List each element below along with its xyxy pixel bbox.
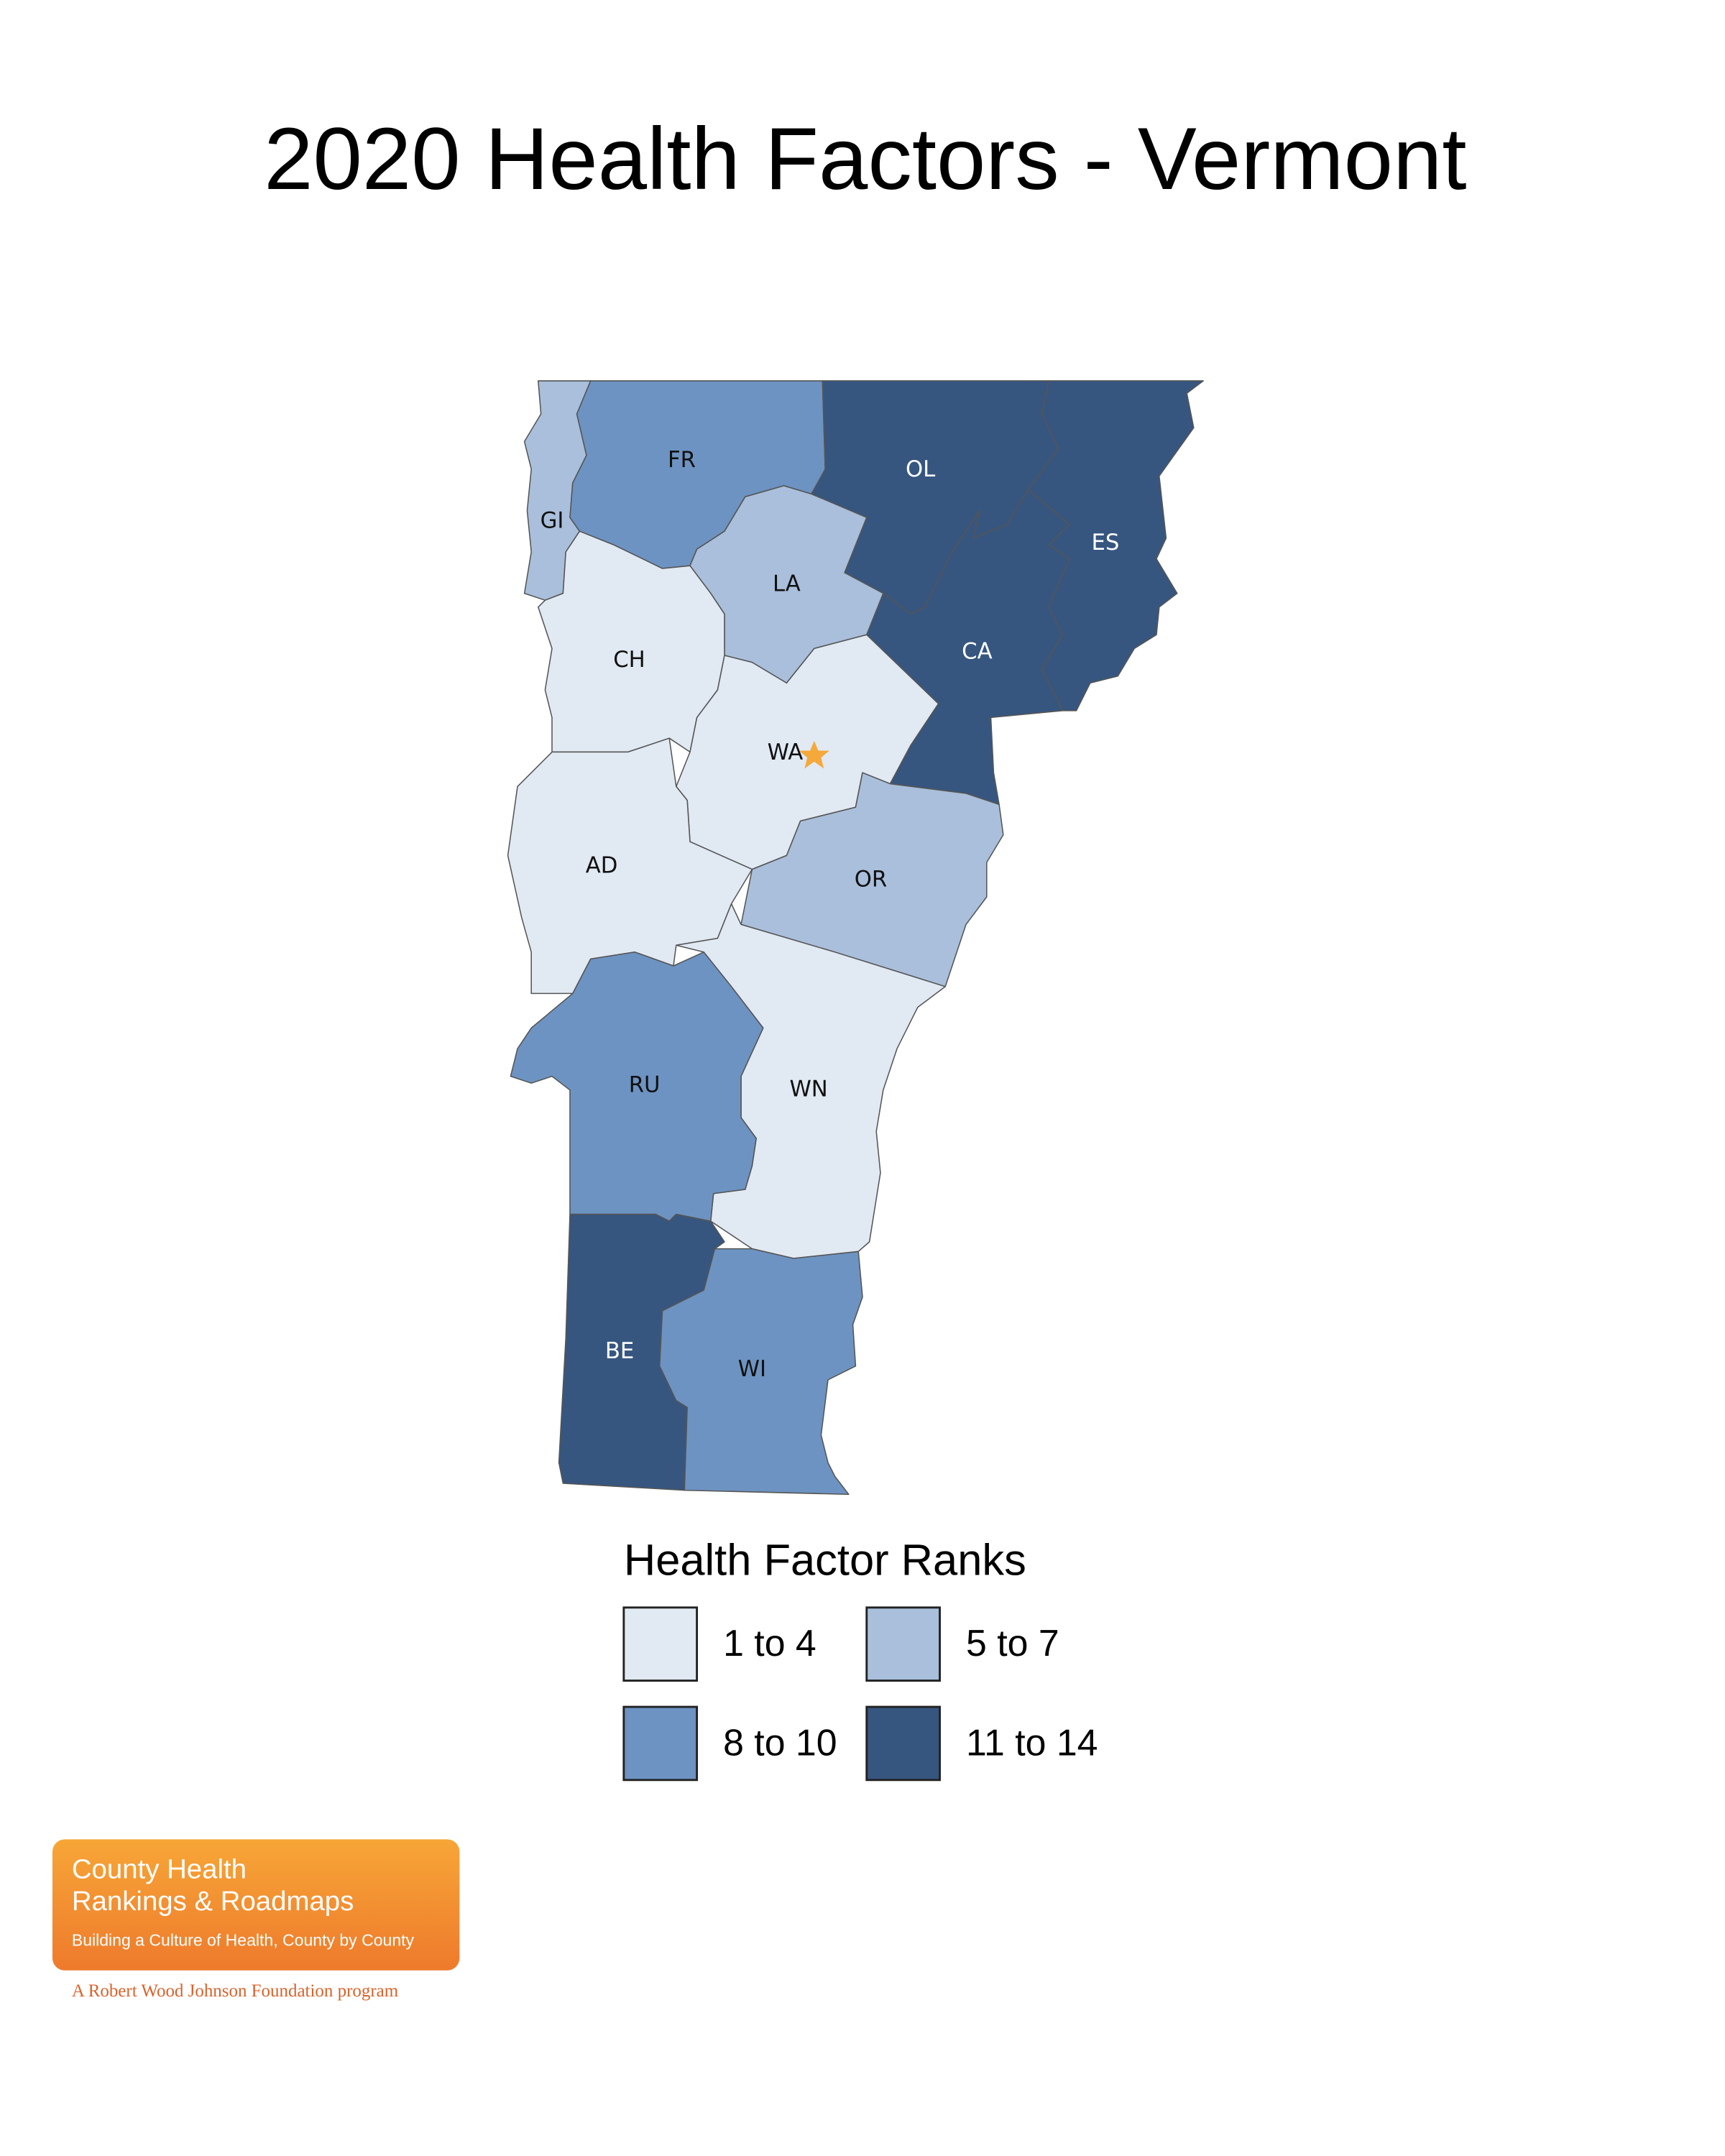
legend-swatch	[865, 1606, 941, 1682]
county-label: AD	[586, 852, 618, 878]
logo-line: County Health	[72, 1854, 247, 1885]
county-label: GI	[540, 507, 564, 533]
legend-title: Health Factor Ranks	[624, 1536, 1026, 1585]
county-label: CH	[613, 647, 645, 673]
county-label: RU	[629, 1072, 661, 1098]
county-label: CA	[962, 639, 992, 665]
county-label: WI	[738, 1356, 766, 1382]
logo-badge	[52, 1839, 460, 1971]
capital-star	[799, 741, 829, 769]
legend-label: 1 to 4	[723, 1622, 816, 1664]
county-label: LA	[773, 571, 801, 597]
logo-program: A Robert Wood Johnson Foundation program	[72, 1981, 399, 2001]
legend: 1 to 4 5 to 7 8 to 10 11 to 14	[622, 1606, 1098, 1782]
county-label: OL	[906, 456, 935, 482]
county-label: WA	[768, 740, 804, 765]
county-label: OR	[855, 866, 888, 892]
legend-swatch	[622, 1606, 699, 1682]
county-label: ES	[1091, 530, 1119, 556]
county	[658, 1248, 863, 1496]
legend-swatch	[622, 1705, 699, 1782]
legend-label: 8 to 10	[723, 1721, 837, 1763]
county-label: BE	[605, 1338, 634, 1364]
legend-swatch	[865, 1705, 941, 1782]
county	[507, 737, 753, 995]
logo-line: Rankings & Roadmaps	[72, 1886, 354, 1917]
title: 2020 Health Factors - Vermont	[264, 110, 1466, 208]
county-label: FR	[668, 447, 696, 473]
legend-label: 5 to 7	[966, 1622, 1059, 1664]
county-label: WN	[789, 1076, 827, 1102]
logo-tagline: Building a Culture of Health, County by …	[72, 1931, 415, 1950]
legend-label: 11 to 14	[966, 1721, 1098, 1763]
counties: GI FR OL ES CA LA CH WA AD OR WN RU BE WI	[507, 380, 1205, 1496]
